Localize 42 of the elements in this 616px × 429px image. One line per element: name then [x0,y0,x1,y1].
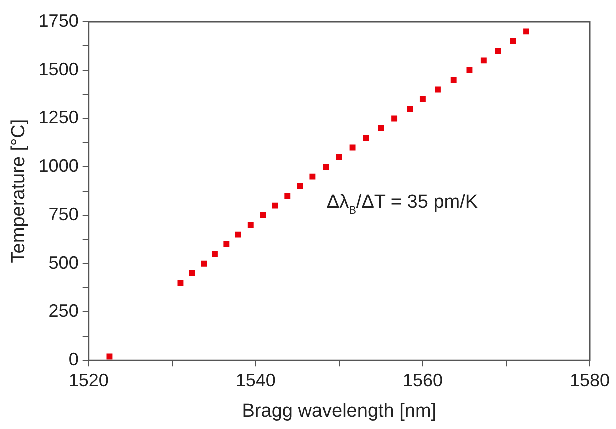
point [106,354,113,360]
point [189,270,196,277]
point [248,222,254,228]
point [378,125,384,132]
x-tick-label: 1540 [236,370,276,390]
point [260,212,266,218]
point [466,67,473,74]
point [310,174,316,180]
point [178,280,184,286]
y-tick-label: 1750 [38,10,79,31]
y-tick-label: 500 [48,252,79,273]
point [392,116,398,122]
point [363,135,370,142]
point [224,242,230,248]
y-tick-label: 250 [48,301,79,322]
point [480,58,487,64]
point [350,144,356,151]
y-axis-title: Temperature [°C] [8,119,30,264]
point [284,193,291,200]
y-tick-label: 1000 [38,156,79,176]
point [212,251,218,258]
y-tick-label: 1500 [38,59,79,80]
x-tick-label: 1520 [68,370,109,390]
point [510,38,516,44]
point [420,96,426,102]
point [450,77,457,84]
y-tick-label: 1250 [38,108,79,128]
point [297,183,304,190]
point [336,154,342,160]
x-tick-label: 1580 [570,370,610,390]
y-tick-label: 0 [68,350,79,370]
point [495,48,502,54]
y-tick-label: 750 [48,204,79,224]
point [524,28,530,35]
x-tick-label: 1560 [402,370,443,390]
point [201,260,208,267]
point [235,232,242,238]
point [323,164,330,170]
point [435,86,441,93]
x-axis-title: Bragg wavelength [nm] [242,400,437,422]
point [407,106,414,112]
point [272,202,278,209]
